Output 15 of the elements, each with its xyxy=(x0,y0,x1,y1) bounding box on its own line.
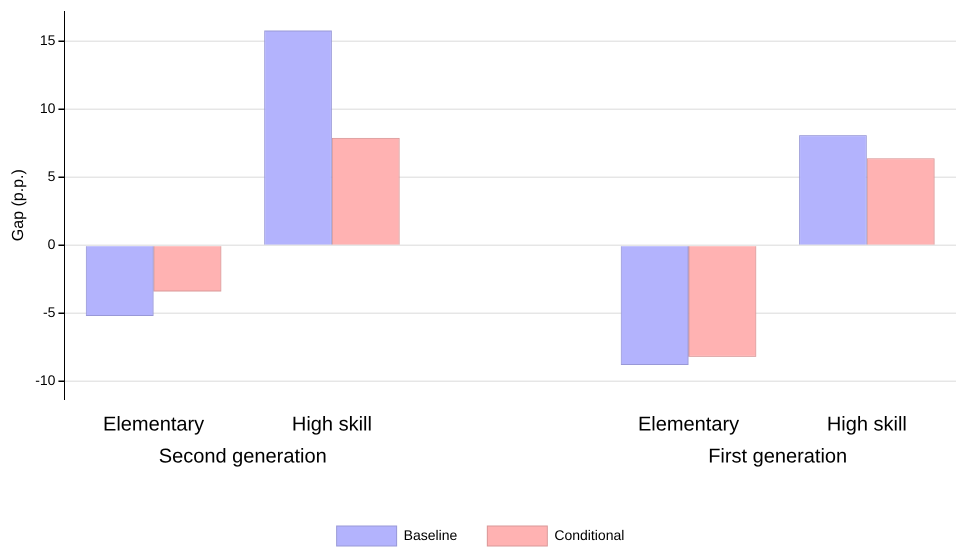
text: First generation xyxy=(708,446,848,468)
y-tick-label: -10 xyxy=(35,372,56,388)
legend-label: Conditional xyxy=(554,526,624,543)
y-tick-label: -5 xyxy=(42,304,56,320)
text: Second generation xyxy=(158,446,327,468)
x-tick-label: Elementary xyxy=(103,414,204,436)
x-tick-label: High skill xyxy=(826,414,907,436)
legend-label: Baseline xyxy=(404,526,458,543)
y-tick-label: 5 xyxy=(48,168,56,184)
x-tick-label: Elementary xyxy=(638,414,740,436)
y-tick-label: 0 xyxy=(48,236,56,252)
x-tick-label: High skill xyxy=(292,414,372,436)
y-tick-label: 10 xyxy=(40,100,56,116)
y-axis-title: Gap (p.p.) xyxy=(10,169,28,242)
y-tick-label: 15 xyxy=(40,32,56,48)
